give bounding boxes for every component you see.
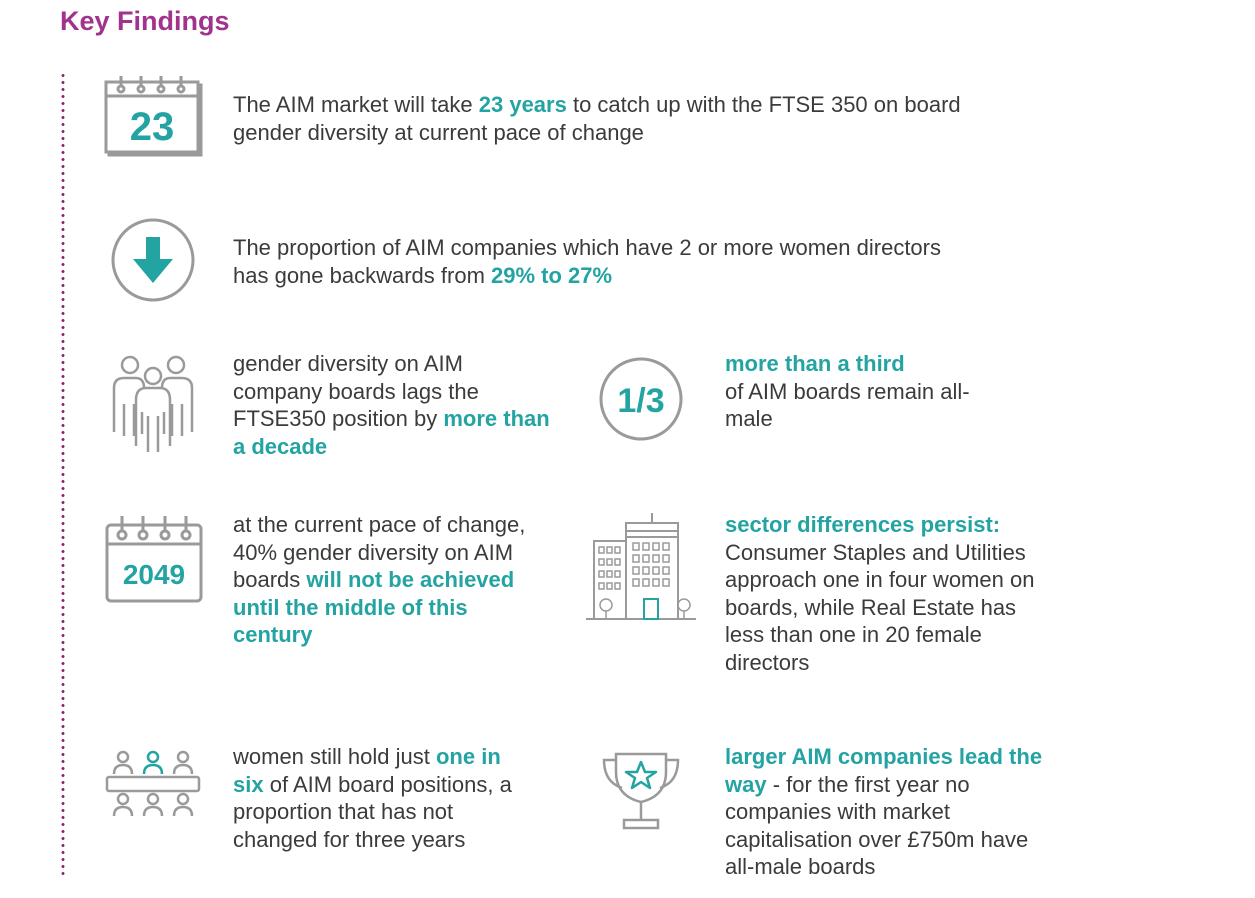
calendar-icon: 2049 — [105, 516, 203, 603]
finding-years-to-catch-up: The AIM market will take 23 years to cat… — [233, 92, 961, 145]
buildings-icon — [586, 513, 696, 620]
one-third-label: 1/3 — [617, 382, 664, 420]
trophy-icon — [602, 752, 680, 830]
finding-decade-lag: gender diversity on AIM company boards l… — [233, 351, 550, 459]
finding-two-women-directors: The proportion of AIM companies which ha… — [233, 235, 941, 288]
finding-larger-companies: larger AIM companies lead the way - for … — [725, 744, 1043, 879]
page-title: Key Findings — [60, 6, 230, 36]
calendar-icon: 23 — [104, 76, 203, 157]
finding-2049: at the current pace of change, 40% gende… — [233, 512, 526, 647]
boardroom-icon — [105, 750, 201, 817]
one-third-icon: 1/3 — [599, 357, 683, 441]
finding-one-in-six: women still hold just one in six of AIM … — [233, 744, 512, 852]
calendar-number: 23 — [130, 105, 175, 149]
finding-all-male-boards: more than a third of AIM boards remain al… — [725, 351, 970, 431]
dotted-divider — [61, 72, 65, 878]
calendar-year: 2049 — [123, 559, 185, 590]
down-arrow-icon — [111, 218, 195, 302]
finding-sector-differences: sector differences persist: Consumer Sta… — [725, 512, 1035, 675]
people-group-icon — [112, 355, 194, 452]
